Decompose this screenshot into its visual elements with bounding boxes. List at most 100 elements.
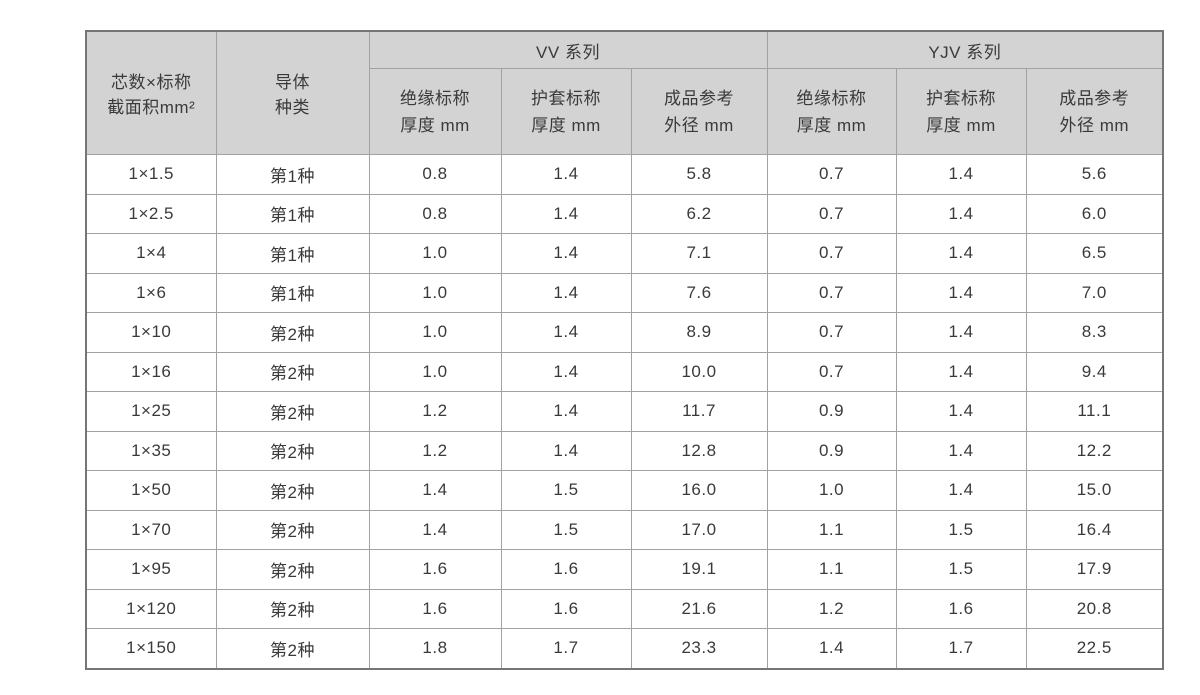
yjv-outer-diameter-cell: 16.4: [1025, 509, 1164, 550]
yjv-insulation-cell: 1.4: [766, 628, 897, 669]
table-row: 1×150 第2种 1.8 1.7 23.3 1.4 1.7 22.5: [85, 628, 1164, 669]
vv-outer-diameter-cell: 21.6: [630, 588, 768, 629]
yjv-sheath-cell: 1.6: [895, 588, 1027, 629]
yjv-sheath-cell: 1.4: [895, 391, 1027, 432]
yjv-insulation-cell: 1.1: [766, 549, 897, 590]
yjv-sheath-cell: 1.5: [895, 509, 1027, 550]
conductor-type-cell: 第2种: [215, 430, 370, 471]
spec-cell: 1×4: [85, 233, 217, 274]
vv-insulation-cell: 1.2: [368, 391, 502, 432]
conductor-type-cell: 第2种: [215, 312, 370, 353]
spec-cell: 1×25: [85, 391, 217, 432]
yjv-insulation-cell: 0.9: [766, 391, 897, 432]
header-yjv-outer-diameter-line1: 成品参考: [1059, 88, 1130, 108]
group-header-row: 芯数×标称 截面积mm² 导体 种类 VV 系列 YJV 系列: [85, 30, 1164, 155]
vv-sheath-cell: 1.4: [500, 154, 632, 195]
header-yjv-outer-diameter-line2: 外径 mm: [1059, 115, 1130, 135]
yjv-sheath-cell: 1.4: [895, 233, 1027, 274]
yjv-sheath-cell: 1.4: [895, 154, 1027, 195]
table-row: 1×95 第2种 1.6 1.6 19.1 1.1 1.5 17.9: [85, 549, 1164, 590]
yjv-outer-diameter-cell: 8.3: [1025, 312, 1164, 353]
yjv-sheath-cell: 1.7: [895, 628, 1027, 669]
vv-sheath-cell: 1.4: [500, 430, 632, 471]
header-group-vv: VV 系列: [368, 30, 768, 69]
vv-sheath-cell: 1.4: [500, 312, 632, 353]
yjv-insulation-cell: 0.9: [766, 430, 897, 471]
conductor-type-cell: 第2种: [215, 351, 370, 392]
yjv-outer-diameter-cell: 11.1: [1025, 391, 1164, 432]
header-vv-insulation-line2: 厚度 mm: [400, 115, 470, 135]
header-yjv-outer-diameter: 成品参考 外径 mm: [1025, 68, 1164, 155]
vv-outer-diameter-cell: 17.0: [630, 509, 768, 550]
header-vv-outer-diameter-line2: 外径 mm: [664, 115, 734, 135]
vv-insulation-cell: 1.2: [368, 430, 502, 471]
vv-outer-diameter-cell: 6.2: [630, 193, 768, 234]
yjv-outer-diameter-cell: 12.2: [1025, 430, 1164, 471]
yjv-outer-diameter-cell: 6.0: [1025, 193, 1164, 234]
yjv-insulation-cell: 0.7: [766, 312, 897, 353]
yjv-outer-diameter-cell: 22.5: [1025, 628, 1164, 669]
vv-outer-diameter-cell: 16.0: [630, 470, 768, 511]
yjv-outer-diameter-cell: 9.4: [1025, 351, 1164, 392]
conductor-type-cell: 第1种: [215, 233, 370, 274]
vv-sheath-cell: 1.7: [500, 628, 632, 669]
table-row: 1×120 第2种 1.6 1.6 21.6 1.2 1.6 20.8: [85, 588, 1164, 629]
spec-cell: 1×70: [85, 509, 217, 550]
table-row: 1×70 第2种 1.4 1.5 17.0 1.1 1.5 16.4: [85, 509, 1164, 550]
vv-sheath-cell: 1.4: [500, 351, 632, 392]
vv-insulation-cell: 1.4: [368, 470, 502, 511]
vv-outer-diameter-cell: 19.1: [630, 549, 768, 590]
header-yjv-insulation-line1: 绝缘标称: [796, 88, 867, 108]
header-vv-outer-diameter-line1: 成品参考: [664, 88, 734, 108]
vv-insulation-cell: 1.8: [368, 628, 502, 669]
header-vv-insulation-line1: 绝缘标称: [400, 88, 470, 108]
vv-sheath-cell: 1.6: [500, 549, 632, 590]
vv-sheath-cell: 1.4: [500, 233, 632, 274]
yjv-insulation-cell: 0.7: [766, 351, 897, 392]
conductor-type-cell: 第1种: [215, 154, 370, 195]
conductor-type-cell: 第2种: [215, 470, 370, 511]
vv-insulation-cell: 1.0: [368, 233, 502, 274]
spec-cell: 1×120: [85, 588, 217, 629]
header-core-area-line2: 截面积mm²: [107, 98, 196, 117]
yjv-insulation-cell: 1.2: [766, 588, 897, 629]
yjv-sheath-cell: 1.4: [895, 193, 1027, 234]
conductor-type-cell: 第2种: [215, 549, 370, 590]
vv-sheath-cell: 1.4: [500, 391, 632, 432]
table-row: 1×16 第2种 1.0 1.4 10.0 0.7 1.4 9.4: [85, 351, 1164, 392]
yjv-outer-diameter-cell: 15.0: [1025, 470, 1164, 511]
vv-insulation-cell: 0.8: [368, 193, 502, 234]
vv-outer-diameter-cell: 12.8: [630, 430, 768, 471]
conductor-type-cell: 第2种: [215, 628, 370, 669]
vv-sheath-cell: 1.6: [500, 588, 632, 629]
yjv-sheath-cell: 1.4: [895, 430, 1027, 471]
yjv-sheath-cell: 1.4: [895, 272, 1027, 313]
header-core-area-line1: 芯数×标称: [111, 73, 192, 92]
header-vv-sheath-line1: 护套标称: [531, 88, 601, 108]
yjv-insulation-cell: 0.7: [766, 233, 897, 274]
vv-insulation-cell: 1.4: [368, 509, 502, 550]
spec-cell: 1×10: [85, 312, 217, 353]
header-yjv-sheath: 护套标称 厚度 mm: [895, 68, 1027, 155]
vv-insulation-cell: 1.0: [368, 312, 502, 353]
header-vv-outer-diameter: 成品参考 外径 mm: [630, 68, 768, 155]
header-vv-sheath: 护套标称 厚度 mm: [500, 68, 632, 155]
yjv-insulation-cell: 0.7: [766, 272, 897, 313]
table-row: 1×4 第1种 1.0 1.4 7.1 0.7 1.4 6.5: [85, 233, 1164, 274]
spec-cell: 1×6: [85, 272, 217, 313]
header-yjv-insulation-line2: 厚度 mm: [796, 115, 867, 135]
spec-cell: 1×95: [85, 549, 217, 590]
header-vv-insulation: 绝缘标称 厚度 mm: [368, 68, 502, 155]
yjv-outer-diameter-cell: 17.9: [1025, 549, 1164, 590]
yjv-insulation-cell: 0.7: [766, 154, 897, 195]
spec-cell: 1×2.5: [85, 193, 217, 234]
header-core-area: 芯数×标称 截面积mm²: [85, 30, 217, 155]
vv-sheath-cell: 1.5: [500, 509, 632, 550]
vv-outer-diameter-cell: 11.7: [630, 391, 768, 432]
yjv-sheath-cell: 1.4: [895, 351, 1027, 392]
header-vv-sheath-line2: 厚度 mm: [531, 115, 601, 135]
vv-insulation-cell: 0.8: [368, 154, 502, 195]
table-row: 1×10 第2种 1.0 1.4 8.9 0.7 1.4 8.3: [85, 312, 1164, 353]
vv-insulation-cell: 1.0: [368, 351, 502, 392]
table-header: 芯数×标称 截面积mm² 导体 种类 VV 系列 YJV 系列 绝缘标称 厚度 …: [85, 30, 1164, 155]
